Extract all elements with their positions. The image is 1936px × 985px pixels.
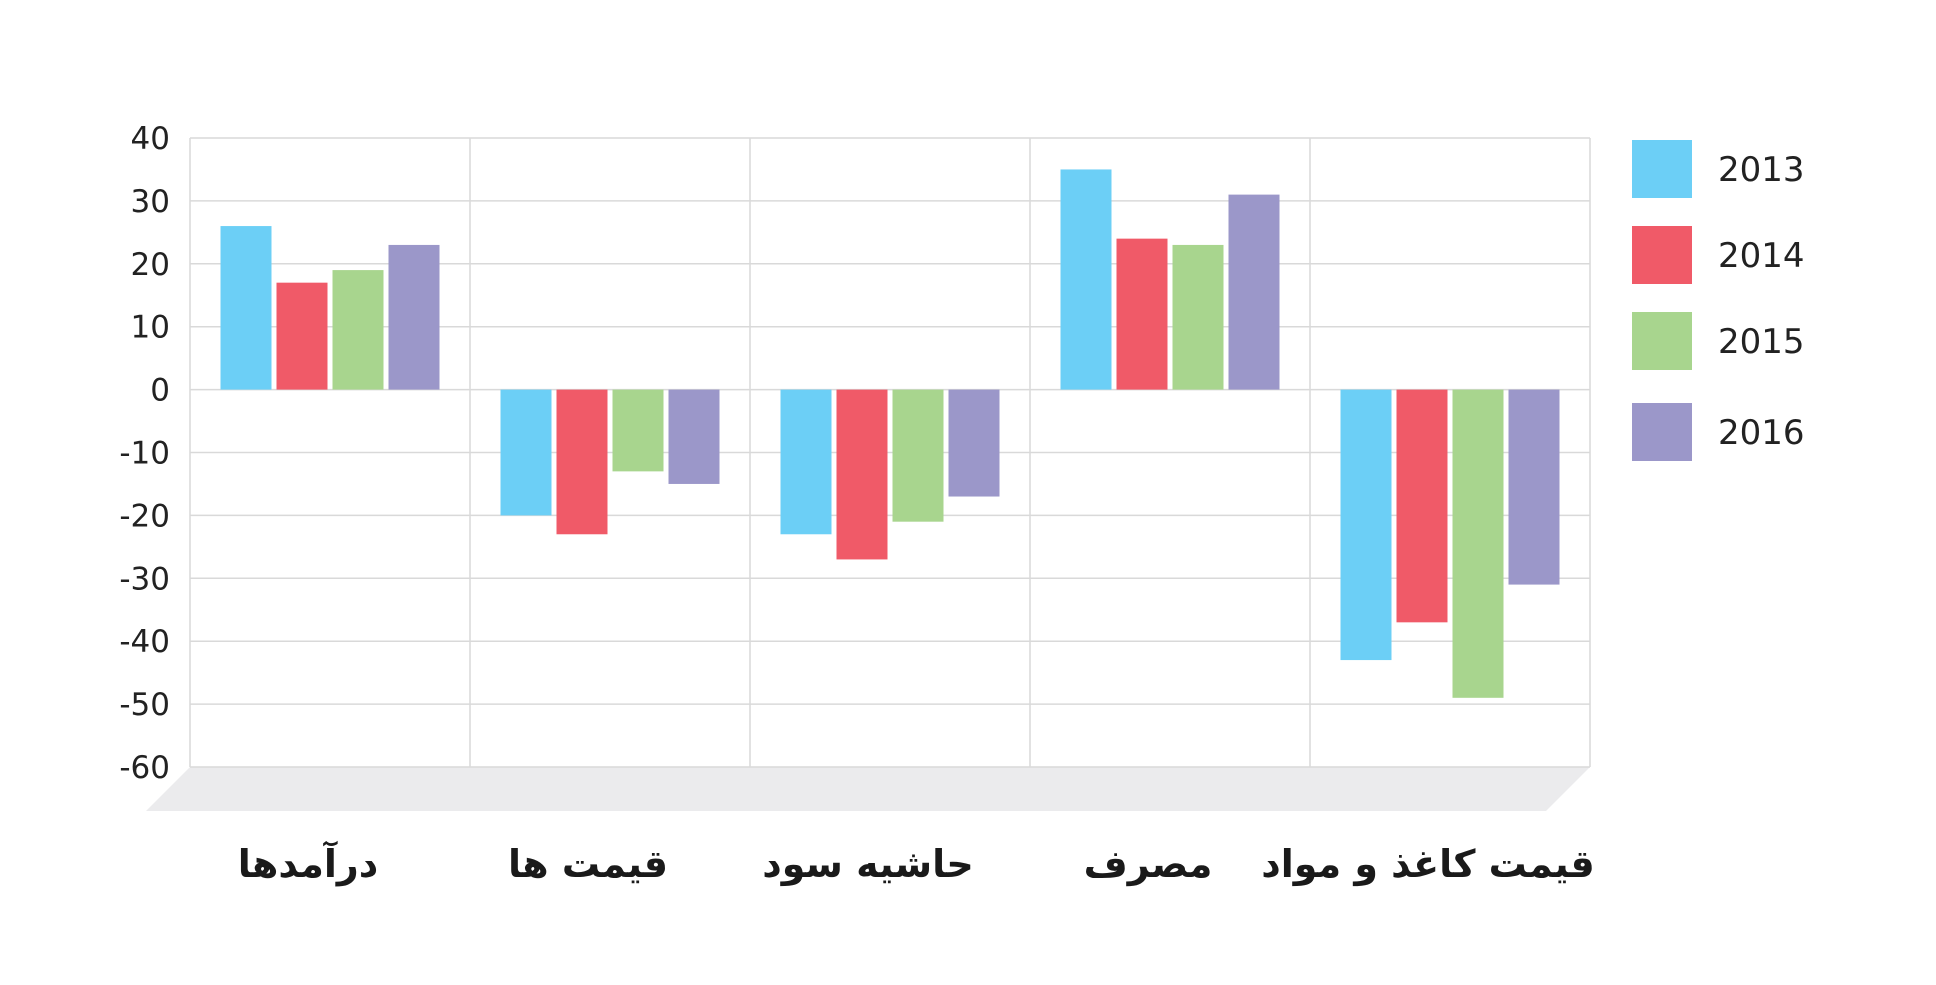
bar-2013-1 (500, 389, 552, 516)
bar-2014-0 (276, 282, 328, 390)
legend-swatch-2016 (1632, 403, 1692, 461)
bar-2016-3 (1228, 194, 1280, 390)
category-label: قیمت ها (508, 842, 668, 886)
legend-label: 2016 (1718, 413, 1805, 453)
bar-2015-2 (892, 389, 944, 522)
y-tick-label: -10 (119, 436, 170, 472)
category-label: حاشیه سود (762, 842, 974, 886)
y-tick-label: -40 (119, 624, 170, 660)
bars (220, 169, 1560, 698)
category-label: قیمت کاغذ و مواد (1261, 842, 1595, 887)
y-tick-label: 0 (150, 373, 170, 409)
legend-label: 2014 (1718, 236, 1805, 276)
y-tick-label: -30 (119, 561, 170, 597)
legend-swatch-2015 (1632, 312, 1692, 370)
bar-2015-3 (1172, 244, 1224, 390)
legend-swatch-2013 (1632, 140, 1692, 198)
bar-2013-0 (220, 226, 272, 390)
legend-swatch-2014 (1632, 226, 1692, 284)
y-tick-label: -60 (119, 750, 170, 786)
bar-2013-2 (780, 389, 832, 535)
category-label: درآمدها (238, 840, 379, 886)
category-label: مصرف (1084, 842, 1213, 886)
y-tick-label: 10 (131, 310, 170, 346)
bar-2016-1 (668, 389, 720, 484)
bar-2013-3 (1060, 169, 1112, 390)
bar-2014-3 (1116, 238, 1168, 390)
chart-floor (146, 767, 1590, 811)
y-tick-label: 40 (131, 121, 170, 157)
bar-2015-4 (1452, 389, 1504, 698)
y-tick-label: 20 (131, 247, 170, 283)
bar-2014-1 (556, 389, 608, 535)
bar-2014-4 (1396, 389, 1448, 623)
y-tick-label: -50 (119, 687, 170, 723)
legend-label: 2015 (1718, 322, 1805, 362)
bar-2016-0 (388, 244, 440, 390)
y-tick-label: 30 (131, 184, 170, 220)
y-tick-label: -20 (119, 498, 170, 534)
bar-2013-4 (1340, 389, 1392, 661)
y-axis: 40 30 20 10 0 -10 -20 -30 -40 -50 -60 (119, 121, 170, 786)
bar-2016-4 (1508, 389, 1560, 585)
x-axis: درآمدها قیمت ها حاشیه سود مصرف قیمت کاغذ و م… (238, 840, 1595, 887)
legend: 2013 2014 2015 2016 (1632, 140, 1805, 461)
bar-2015-1 (612, 389, 664, 472)
bar-2015-0 (332, 270, 384, 390)
bar-2016-2 (948, 389, 1000, 497)
legend-label: 2013 (1718, 150, 1805, 190)
bar-2014-2 (836, 389, 888, 560)
